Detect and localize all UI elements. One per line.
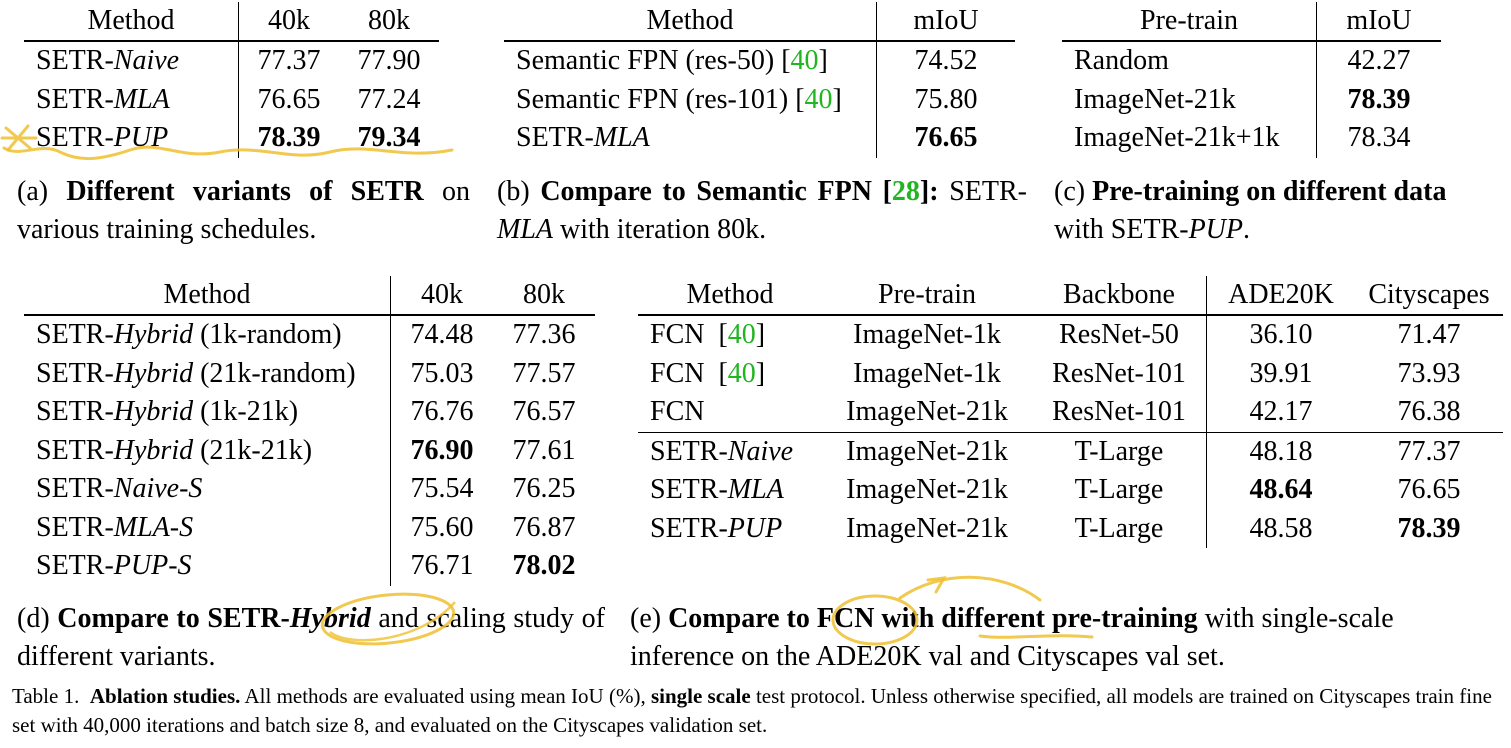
value-40k: 76.76 bbox=[410, 396, 474, 427]
header-method: Method bbox=[504, 2, 877, 41]
value-80k: 77.61 bbox=[512, 434, 576, 466]
table-row: ImageNet-21k 78.39 bbox=[1062, 80, 1441, 119]
value-miou: 78.39 bbox=[1347, 83, 1411, 115]
header-80k: 80k bbox=[368, 5, 410, 36]
method-variant: Naive bbox=[113, 45, 180, 76]
method-name: Semantic FPN (res-50) bbox=[516, 45, 775, 76]
pretrain-name: Random bbox=[1062, 41, 1317, 81]
value-40k: 75.03 bbox=[410, 357, 474, 389]
table-row: SETR-MLA-S 75.60 76.87 bbox=[24, 508, 595, 547]
table-row: SETR-Hybrid (21k-21k) 76.90 77.61 bbox=[24, 431, 595, 470]
header-pretrain: Pre-train bbox=[878, 279, 976, 310]
table-e: Method Pre-train Backbone ADE20K Citysca… bbox=[638, 276, 1503, 548]
value-40k: 76.90 bbox=[410, 434, 474, 466]
value-miou: 76.65 bbox=[914, 122, 978, 153]
table-row: Semantic FPN (res-101) [40] 75.80 bbox=[504, 80, 1015, 119]
value-80k: 77.90 bbox=[357, 45, 421, 76]
header-40k: 40k bbox=[421, 279, 463, 310]
method-prefix: SETR- bbox=[36, 45, 114, 76]
value-40k: 77.37 bbox=[257, 45, 321, 76]
table-row: SETR-MLA ImageNet-21k T-Large 48.64 76.6… bbox=[638, 471, 1503, 510]
caption-e: (e) Compare to FCN with different pre-tr… bbox=[630, 603, 1394, 672]
table-caption: Table 1. Ablation studies. All methods a… bbox=[12, 684, 1492, 737]
pretrain-name: ImageNet-21k bbox=[1062, 80, 1317, 119]
header-method: Method bbox=[24, 2, 239, 41]
arrow-mark bbox=[898, 575, 1042, 602]
method-name: Semantic FPN (res-101) bbox=[516, 83, 789, 115]
value-miou: 42.27 bbox=[1347, 45, 1411, 76]
value-80k: 76.57 bbox=[512, 396, 576, 427]
header-cityscapes: Cityscapes bbox=[1368, 279, 1490, 310]
table-d: Method 40k 80k SETR-Hybrid (1k-random) 7… bbox=[24, 276, 595, 586]
method-prefix: SETR- bbox=[36, 122, 114, 153]
table-row: SETR-Hybrid (21k-random) 75.03 77.57 bbox=[24, 354, 595, 393]
citation-link[interactable]: 40 bbox=[790, 45, 819, 76]
citation-link[interactable]: 40 bbox=[727, 357, 756, 389]
pretrain-name: ImageNet-21k+1k bbox=[1062, 119, 1317, 158]
table-row: ImageNet-21k+1k 78.34 bbox=[1062, 119, 1441, 158]
caption-d: (d) Compare to SETR-Hybrid and scaling s… bbox=[17, 603, 605, 672]
table-row: SETR-PUP-S 76.71 78.02 bbox=[24, 547, 595, 586]
method-variant: MLA bbox=[593, 122, 650, 153]
header-method: Method bbox=[686, 279, 774, 310]
value-80k: 78.02 bbox=[512, 550, 576, 581]
table-row: SETR-Naive ImageNet-21k T-Large 48.18 77… bbox=[638, 432, 1503, 471]
table-row: SETR-MLA 76.65 bbox=[504, 119, 1015, 158]
method-prefix: SETR- bbox=[516, 122, 594, 153]
value-40k: 78.39 bbox=[257, 122, 321, 153]
header-miou: mIoU bbox=[913, 5, 979, 36]
value-miou: 78.34 bbox=[1347, 122, 1411, 153]
citation-link[interactable]: 40 bbox=[727, 319, 756, 350]
table-c: Pre-train mIoU Random 42.27 ImageNet-21k… bbox=[1062, 2, 1441, 158]
method-variant: PUP bbox=[113, 122, 169, 153]
table-a: Method 40k 80k SETR-Naive 77.37 77.90 SE… bbox=[24, 2, 439, 158]
value-80k: 77.24 bbox=[357, 83, 421, 115]
header-method: Method bbox=[24, 276, 391, 315]
table-row: SETR-PUP ImageNet-21k T-Large 48.58 78.3… bbox=[638, 509, 1503, 548]
table-row: SETR-PUP 78.39 79.34 bbox=[24, 119, 439, 158]
citation-link[interactable]: 28 bbox=[891, 176, 920, 207]
value-80k: 79.34 bbox=[357, 122, 421, 153]
caption-b: (b) Compare to Semantic FPN [28]: SETR-M… bbox=[497, 176, 1027, 245]
table-row: Random 42.27 bbox=[1062, 41, 1441, 81]
caption-c: (c) Pre-training on different data with … bbox=[1054, 176, 1447, 245]
header-ade20k: ADE20K bbox=[1228, 279, 1334, 310]
value-40k: 76.65 bbox=[257, 83, 321, 115]
value-80k: 77.36 bbox=[512, 319, 576, 350]
table-row: FCN ImageNet-21k ResNet-101 42.17 76.38 bbox=[638, 393, 1503, 432]
citation-link[interactable]: 40 bbox=[804, 83, 833, 115]
method-prefix: SETR- bbox=[36, 83, 114, 115]
table-row: Semantic FPN (res-50) [40] 74.52 bbox=[504, 41, 1015, 81]
value-40k: 75.60 bbox=[410, 511, 474, 543]
table-row: SETR-Hybrid (1k-21k) 76.76 76.57 bbox=[24, 393, 595, 432]
value-miou: 75.80 bbox=[914, 83, 978, 115]
caption-a: (a) Different variants of SETR on variou… bbox=[17, 176, 471, 245]
value-miou: 74.52 bbox=[914, 45, 978, 76]
header-backbone: Backbone bbox=[1032, 276, 1207, 315]
table-row: SETR-Naive-S 75.54 76.25 bbox=[24, 470, 595, 509]
value-80k: 76.87 bbox=[512, 511, 576, 543]
table-row: FCN [40] ImageNet-1k ResNet-101 39.91 73… bbox=[638, 354, 1503, 393]
table-b: Method mIoU Semantic FPN (res-50) [40] 7… bbox=[504, 2, 1015, 158]
value-40k: 75.54 bbox=[410, 473, 474, 504]
table-row: SETR-MLA 76.65 77.24 bbox=[24, 80, 439, 119]
table-row: SETR-Hybrid (1k-random) 74.48 77.36 bbox=[24, 315, 595, 355]
value-80k: 76.25 bbox=[512, 473, 576, 504]
header-80k: 80k bbox=[523, 279, 565, 310]
value-80k: 77.57 bbox=[512, 357, 576, 389]
header-miou: mIoU bbox=[1346, 5, 1412, 36]
table-row: SETR-Naive 77.37 77.90 bbox=[24, 41, 439, 81]
table-row: FCN [40] ImageNet-1k ResNet-50 36.10 71.… bbox=[638, 315, 1503, 355]
value-40k: 74.48 bbox=[410, 319, 474, 350]
value-40k: 76.71 bbox=[410, 550, 474, 581]
method-variant: MLA bbox=[113, 83, 170, 115]
header-40k: 40k bbox=[268, 5, 310, 36]
header-pretrain: Pre-train bbox=[1062, 2, 1317, 41]
